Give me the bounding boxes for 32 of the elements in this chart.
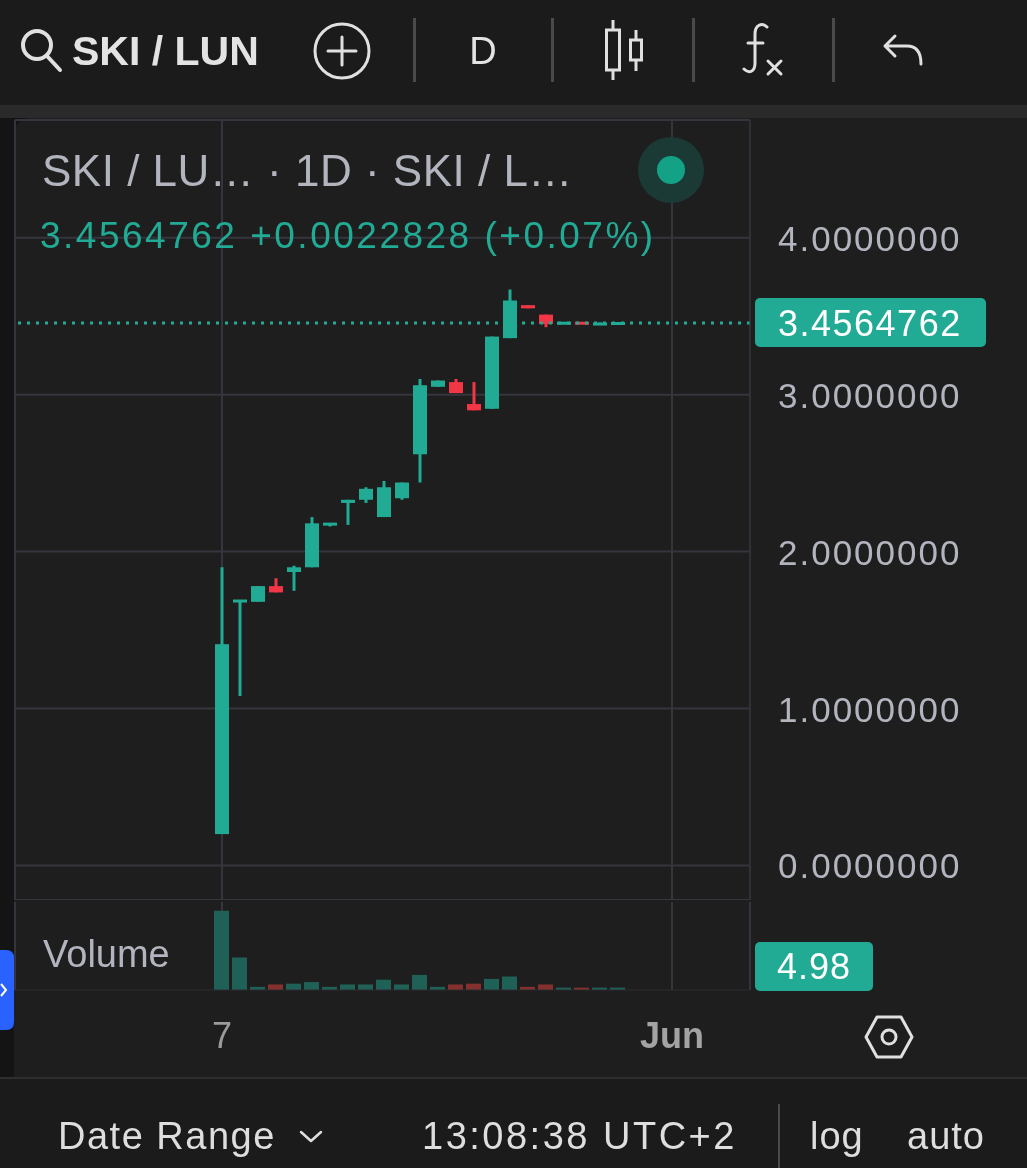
text: SKI / LUN <box>72 26 259 76</box>
ref-line-label: 3.4564762 <box>778 302 962 344</box>
candlestick <box>467 382 481 411</box>
bar <box>214 910 229 990</box>
bar <box>268 984 283 990</box>
bar <box>232 957 247 990</box>
text: SKI / LU… · 1D · SKI / L… <box>42 144 573 197</box>
candlestick <box>341 498 355 525</box>
text: Date Range <box>58 1114 276 1159</box>
text: auto <box>907 1114 985 1159</box>
y-tick-label: 1.0000000 <box>778 689 962 729</box>
bar <box>412 974 427 990</box>
y-tick-label: 4.0000000 <box>778 218 962 258</box>
bar <box>484 978 499 990</box>
x-tick-label: Jun <box>639 1014 705 1056</box>
text: 3.4564762 +0.0022828 (+0.07%) <box>40 214 656 258</box>
text: 13:08:38 UTC+2 <box>422 1114 737 1159</box>
text: log <box>810 1114 864 1159</box>
bar <box>538 984 553 990</box>
y-tick-label: 0.0000000 <box>778 845 962 885</box>
text: D <box>469 29 497 74</box>
text: 4.98 <box>755 942 874 991</box>
x-tick-label: 7 <box>211 1014 233 1056</box>
bar <box>358 984 373 990</box>
text: Volume <box>43 932 170 977</box>
bar <box>448 984 463 990</box>
candlestick <box>287 565 301 591</box>
y-tick-label: 2.0000000 <box>778 532 962 572</box>
candlestick <box>233 599 247 696</box>
bar <box>340 984 355 990</box>
bar <box>394 984 409 990</box>
y-tick-label: 3.0000000 <box>778 375 962 415</box>
